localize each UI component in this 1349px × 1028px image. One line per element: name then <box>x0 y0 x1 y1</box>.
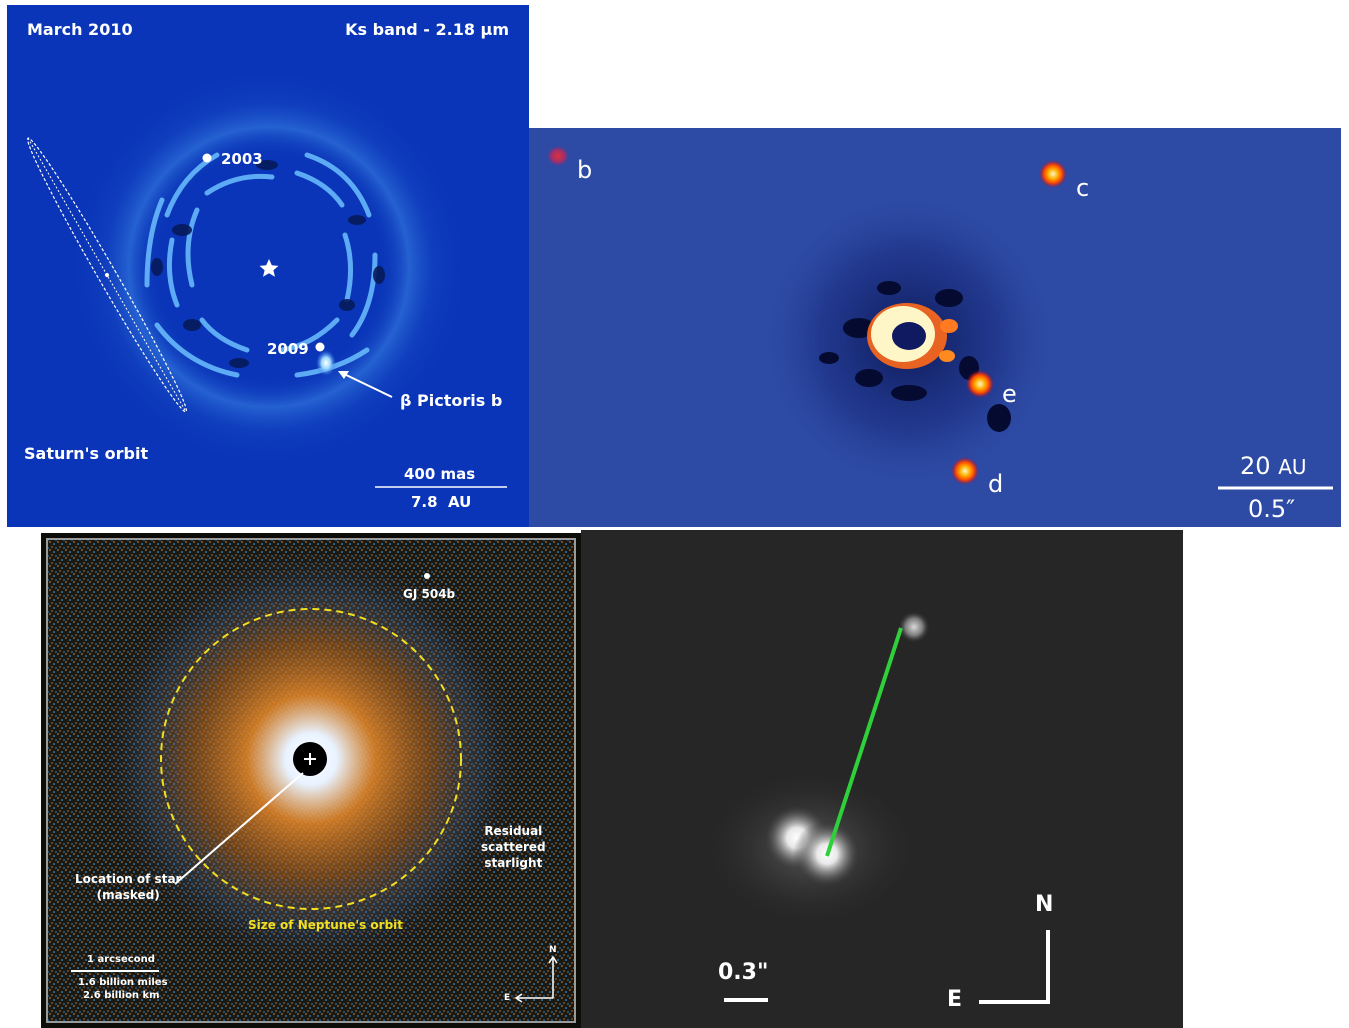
compass-arrows <box>514 955 558 1003</box>
scale-arcsec-label: 0.5″ <box>1248 495 1296 523</box>
position-2003-dot <box>202 153 212 163</box>
speckle-ring <box>144 152 378 378</box>
companion-object <box>898 611 930 643</box>
gj504b-planet <box>424 573 430 579</box>
hr8799-image <box>546 145 1333 490</box>
separation-line <box>825 627 903 857</box>
planet-b-label: b <box>577 156 593 184</box>
residual-line-3: starlight <box>484 856 543 870</box>
neptune-orbit-label: Size of Neptune's orbit <box>248 918 404 932</box>
band-label: Ks band - 2.18 μm <box>345 20 509 39</box>
scale-au-label: 20 AU <box>1240 452 1307 480</box>
compass-n-label: N <box>549 945 557 955</box>
scale-km-label: 2.6 billion km <box>83 990 160 1001</box>
compass-arrows <box>979 930 1050 1004</box>
arrow-head-icon <box>338 371 349 379</box>
central-residual <box>867 303 958 369</box>
planet-e-label: e <box>1002 380 1017 408</box>
scale-au-unit: AU <box>1278 455 1307 479</box>
saturn-orbit-label: Saturn's orbit <box>24 444 149 463</box>
year-2003-label: 2003 <box>221 150 263 168</box>
residual-line-1: Residual <box>484 824 543 838</box>
beta-pictoris-panel: March 2010 Ks band - 2.18 μm 2003 2009 β… <box>7 5 529 527</box>
binary-panel: 0.3" N E <box>581 530 1183 1028</box>
position-2009-dot <box>315 342 325 352</box>
date-label: March 2010 <box>27 20 133 39</box>
star-pointer-line <box>174 772 304 885</box>
planet-c <box>1039 160 1067 188</box>
scale-miles-label: 1.6 billion miles <box>78 977 168 988</box>
scale-au-label: 7.8 AU <box>411 493 472 511</box>
planet-arrow <box>341 372 393 398</box>
neptune-orbit-circle <box>160 608 462 910</box>
binary-image <box>701 611 1050 1004</box>
compass-e-label: E <box>947 987 963 1012</box>
beta-pictoris-image <box>27 67 507 488</box>
year-2009-label: 2009 <box>267 340 309 358</box>
star-icon <box>259 259 279 277</box>
compass-n-label: N <box>1035 892 1054 917</box>
star-location-line-2: (masked) <box>96 888 160 902</box>
planet-e <box>966 370 994 398</box>
compass-e-label: E <box>504 993 511 1003</box>
scale-au-value: 20 <box>1240 452 1271 480</box>
residual-light-label: Residual scattered starlight <box>481 823 546 871</box>
gj504b-label: GJ 504b <box>403 587 456 601</box>
planet-d <box>951 457 979 485</box>
planet-b <box>546 145 570 167</box>
planet-name-label: β Pictoris b <box>400 391 503 410</box>
scale-mas-label: 400 mas <box>404 465 476 483</box>
gj504-panel: GJ 504b Residual scattered starlight Loc… <box>41 533 581 1028</box>
plus-icon <box>304 753 316 765</box>
speckle-dark-blobs <box>819 281 1011 432</box>
star-location-label: Location of star (masked) <box>75 871 181 903</box>
planet-c-label: c <box>1076 174 1090 202</box>
scale-arcsec-label: 1 arcsecond <box>87 954 155 965</box>
beta-pic-b-planet <box>316 350 336 376</box>
speckle-dark-blobs <box>151 160 385 368</box>
planet-d-label: d <box>988 470 1004 498</box>
star-location-line-1: Location of star <box>75 872 182 886</box>
saturn-orbit <box>27 137 187 413</box>
hr8799-panel: b c e d 20 AU 0.5″ <box>529 128 1341 527</box>
residual-line-2: scattered <box>481 840 546 854</box>
scale-label: 0.3" <box>718 960 769 985</box>
gj504-image <box>46 538 576 1023</box>
